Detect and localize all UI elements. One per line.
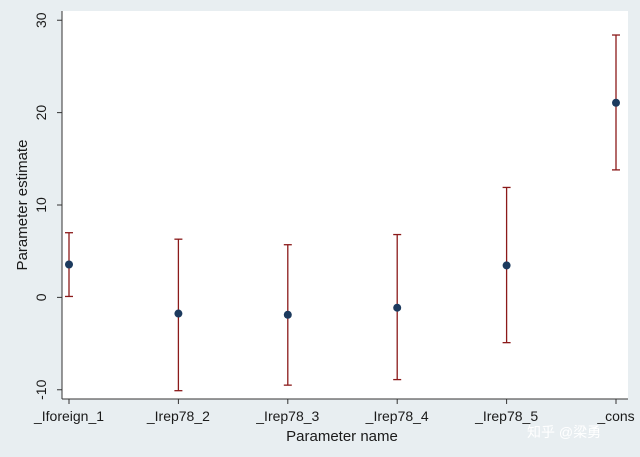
y-axis-title: Parameter estimate xyxy=(14,140,31,271)
x-tick-label: _Irep78_4 xyxy=(365,408,429,424)
y-tick-label: 30 xyxy=(33,12,49,28)
x-tick-label: _Irep78_3 xyxy=(255,408,319,424)
estimate-point xyxy=(612,98,620,107)
plot-area xyxy=(62,11,628,399)
estimate-point xyxy=(283,310,292,319)
x-axis-ticks: _Iforeign_1 _Irep78_2 _Irep78_3 _Irep78_4 _I… xyxy=(33,399,635,424)
x-axis-title: Parameter name xyxy=(286,428,398,445)
estimate-point xyxy=(502,261,511,270)
y-axis-ticks: -10 0 10 20 30 xyxy=(33,12,62,400)
y-tick-label: -10 xyxy=(33,379,49,399)
estimate-point xyxy=(65,260,73,269)
estimate-point xyxy=(174,309,183,318)
x-tick-label: _cons xyxy=(596,408,634,424)
watermark: 知乎 @梁勇 xyxy=(527,424,601,440)
estimate-point xyxy=(393,303,402,312)
y-tick-label: 10 xyxy=(33,197,49,213)
x-tick-label: _Iforeign_1 xyxy=(33,408,104,424)
y-tick-label: 0 xyxy=(33,293,49,301)
estimate-points xyxy=(65,98,620,319)
x-tick-label: _Irep78_5 xyxy=(474,408,538,424)
x-tick-label: _Irep78_2 xyxy=(146,408,210,424)
y-tick-label: 20 xyxy=(33,105,49,121)
